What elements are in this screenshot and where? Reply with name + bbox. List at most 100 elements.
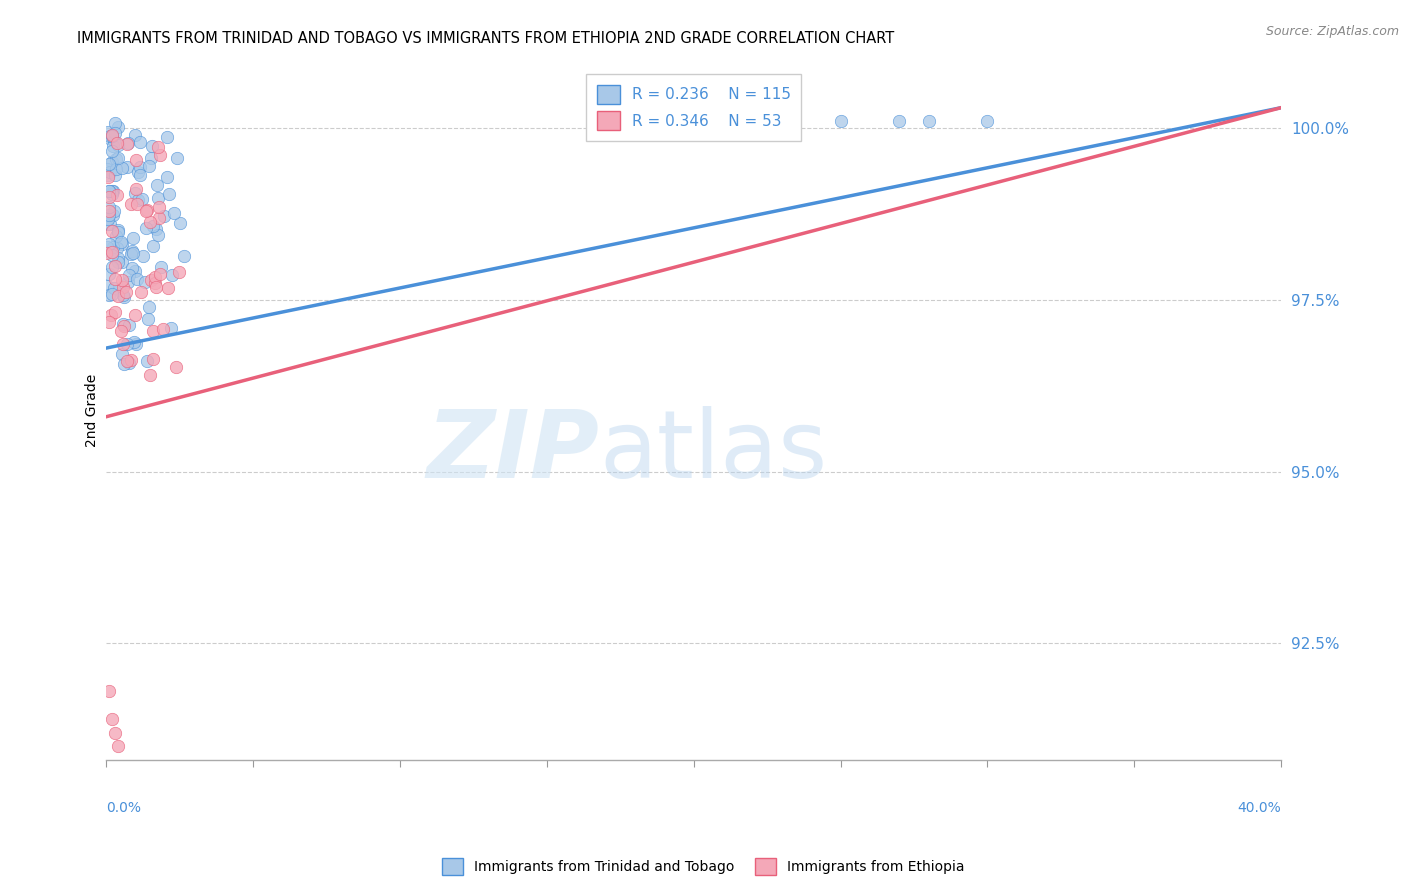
Point [103,204,125,219]
Point [111,347,134,361]
Point [98,203,121,218]
Point [98,208,121,222]
Point [98,157,121,171]
Point [136,311,159,326]
Point [101,712,124,726]
Point [104,168,127,182]
Point [129,285,152,299]
Point [101,248,124,262]
Point [103,208,125,222]
Point [97,168,120,182]
Point [101,224,124,238]
Point [139,215,162,229]
Point [142,352,165,367]
Point [153,209,176,223]
Point [120,353,142,368]
Point [97,170,120,185]
Point [160,268,183,282]
Point [111,273,134,287]
Point [98,237,121,252]
Point [148,200,170,214]
Point [131,192,153,206]
Point [104,126,127,140]
Point [96,217,118,231]
Point [97,212,120,227]
Text: atlas: atlas [600,406,828,498]
Point [101,184,124,198]
Point [107,151,129,165]
Point [145,277,167,291]
Point [160,320,183,334]
Text: 0.0%: 0.0% [107,801,141,815]
Point [125,336,148,351]
Point [103,281,125,295]
Point [165,360,187,375]
Point [97,125,120,139]
Point [141,139,163,153]
Point [115,137,138,152]
Point [97,288,120,302]
Point [117,276,139,290]
Point [114,290,136,304]
Point [101,139,124,153]
Point [98,315,121,329]
Text: Source: ZipAtlas.com: Source: ZipAtlas.com [1265,25,1399,38]
Point [107,223,129,237]
Point [132,249,155,263]
Point [129,169,152,183]
Point [117,318,139,332]
Point [124,128,146,142]
Point [125,182,148,196]
Point [107,120,129,134]
Point [139,273,162,287]
Point [139,368,162,383]
Point [111,280,134,294]
Point [138,159,160,173]
Point [115,285,138,300]
Point [121,231,143,245]
Point [150,260,173,275]
Point [135,221,157,235]
Point [148,211,170,225]
Point [122,246,145,260]
Point [120,197,142,211]
Point [135,204,157,219]
Point [112,318,135,333]
Point [104,272,127,286]
Point [98,184,121,198]
Point [917,114,939,128]
Point [96,161,118,176]
Point [96,278,118,293]
Y-axis label: 2nd Grade: 2nd Grade [86,373,100,447]
Point [105,136,128,150]
Point [98,684,121,698]
Point [124,186,146,200]
Point [889,114,911,128]
Point [157,281,180,295]
Point [110,325,132,339]
Point [98,130,121,145]
Point [149,267,172,281]
Point [134,276,156,290]
Point [149,148,172,162]
Point [98,201,121,215]
Point [98,128,121,143]
Point [125,197,148,211]
Point [163,206,186,220]
Point [166,151,188,165]
Point [136,354,159,368]
Point [101,187,124,202]
Point [148,140,170,154]
Point [104,228,127,243]
Point [830,114,852,128]
Point [111,288,134,302]
Point [105,242,128,256]
Point [173,249,195,263]
Point [107,226,129,240]
Point [115,337,138,351]
Point [770,114,793,128]
Point [156,130,179,145]
Point [111,317,134,331]
Point [107,283,129,297]
Point [104,725,127,739]
